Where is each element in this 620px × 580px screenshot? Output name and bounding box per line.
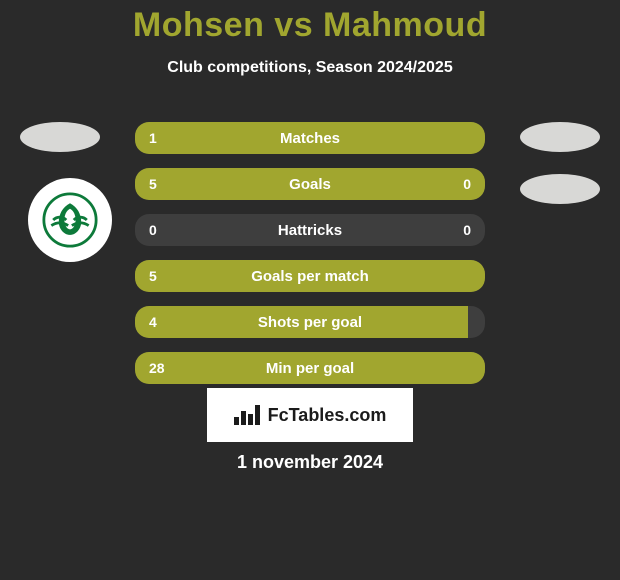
stat-label: Goals per match: [135, 260, 485, 292]
subtitle: Club competitions, Season 2024/2025: [0, 59, 620, 77]
stat-label: Matches: [135, 122, 485, 154]
brand-text: FcTables.com: [268, 405, 387, 426]
stat-row: Shots per goal4: [135, 306, 485, 338]
player-badge-left: [20, 122, 100, 152]
stat-row: Hattricks0 0: [135, 214, 485, 246]
stat-row: Goals per match5: [135, 260, 485, 292]
stat-label: Hattricks: [135, 214, 485, 246]
stat-value-left: 0: [149, 214, 157, 246]
bars-icon: [234, 405, 262, 425]
player-badge-right-2: [520, 174, 600, 204]
club-crest: [28, 178, 112, 262]
stat-row: Min per goal28: [135, 352, 485, 384]
comparison-card: Mohsen vs Mahmoud Club competitions, Sea…: [0, 0, 620, 580]
stat-label: Min per goal: [135, 352, 485, 384]
stat-value-left: 1: [149, 122, 157, 154]
stat-value-left: 28: [149, 352, 165, 384]
stat-row: Matches1: [135, 122, 485, 154]
player-badge-right-1: [520, 122, 600, 152]
stat-label: Goals: [135, 168, 485, 200]
stat-label: Shots per goal: [135, 306, 485, 338]
stat-row: Goals5 0: [135, 168, 485, 200]
stat-value-left: 5: [149, 260, 157, 292]
stats-panel: Matches1Goals50Hattricks00Goals per matc…: [135, 122, 485, 398]
stat-value-left: 4: [149, 306, 157, 338]
stat-value-right: 0: [463, 214, 471, 246]
brand-box[interactable]: FcTables.com: [207, 388, 413, 442]
page-title: Mohsen vs Mahmoud: [0, 0, 620, 45]
date-text: 1 november 2024: [0, 452, 620, 473]
stat-value-left: 5: [149, 168, 157, 200]
stat-value-right: 0: [463, 168, 471, 200]
eagle-crest-icon: [42, 192, 98, 248]
